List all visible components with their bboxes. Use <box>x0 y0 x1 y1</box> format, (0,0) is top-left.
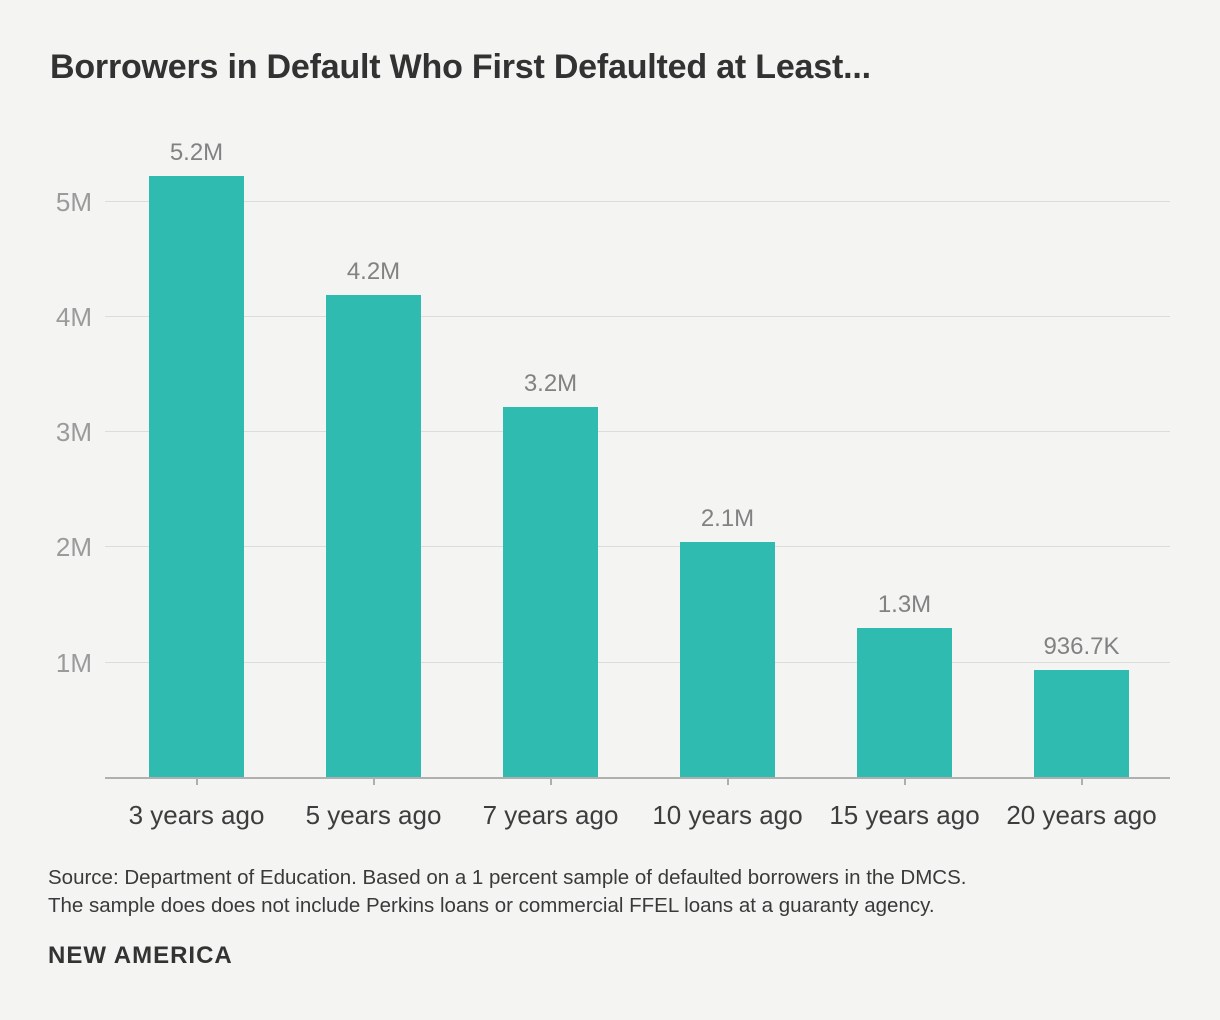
bar <box>1034 670 1129 778</box>
gridline <box>105 546 1170 548</box>
x-axis-tick-mark <box>372 778 375 785</box>
x-axis-tick-mark <box>195 778 198 785</box>
x-axis-baseline <box>105 777 1170 779</box>
bar <box>326 294 421 778</box>
y-axis-tick-label: 2M <box>55 532 92 563</box>
source-note: Source: Department of Education. Based o… <box>48 864 966 920</box>
bar-value-label: 4.2M <box>346 257 401 285</box>
gridline <box>105 661 1170 663</box>
brand-logo: NEW AMERICA <box>48 942 233 969</box>
y-axis-tick-label: 4M <box>55 301 92 332</box>
x-axis-category-label: 3 years ago <box>128 800 265 830</box>
bar-value-label: 2.1M <box>700 504 755 532</box>
x-axis-tick-mark <box>1080 778 1083 785</box>
bar-value-label: 1.3M <box>877 591 932 619</box>
bar <box>857 628 952 778</box>
bar-value-label: 936.7K <box>1043 633 1120 660</box>
y-axis-tick-label: 3M <box>55 417 92 448</box>
source-line-1: Source: Department of Education. Based o… <box>48 866 967 889</box>
gridline <box>105 431 1170 433</box>
chart-title: Borrowers in Default Who First Defaulted… <box>50 48 871 86</box>
x-axis-category-label: 20 years ago <box>1006 800 1157 830</box>
bar-chart-plot: 1M 2M 3M 4M 5M 5.2M 3 years ago 4.2M 5 years ago… <box>0 140 1220 830</box>
x-axis-category-label: 10 years ago <box>652 800 803 830</box>
y-axis-tick-label: 1M <box>55 647 92 678</box>
gridline <box>105 200 1170 202</box>
x-axis-tick-mark <box>726 778 729 785</box>
bar-value-label: 5.2M <box>169 139 224 167</box>
y-axis-tick-label: 5M <box>55 186 92 217</box>
source-line-2: The sample does does not include Perkins… <box>48 894 935 917</box>
bar <box>149 176 244 778</box>
bar-value-label: 3.2M <box>523 369 578 397</box>
gridline <box>105 315 1170 317</box>
x-axis-category-label: 15 years ago <box>829 800 980 830</box>
x-axis-category-label: 5 years ago <box>305 800 442 830</box>
x-axis-tick-mark <box>903 778 906 785</box>
x-axis-tick-mark <box>549 778 552 785</box>
bar <box>680 541 775 778</box>
x-axis-category-label: 7 years ago <box>482 800 619 830</box>
bar <box>503 406 598 778</box>
